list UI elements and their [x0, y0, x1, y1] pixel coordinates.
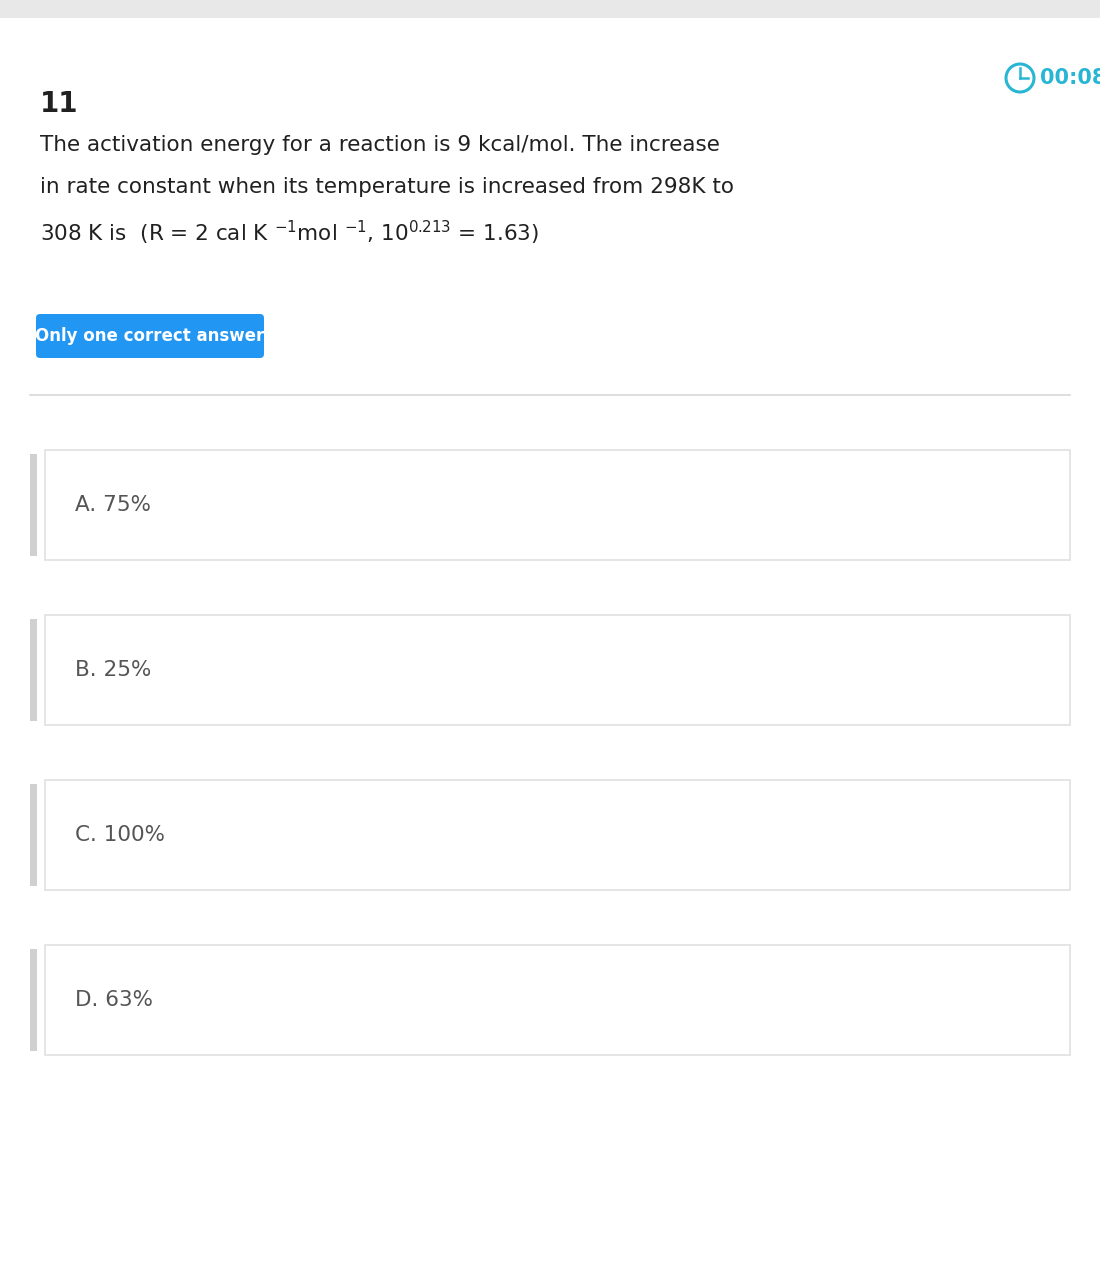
FancyBboxPatch shape: [45, 945, 1070, 1055]
FancyBboxPatch shape: [45, 451, 1070, 561]
Text: Only one correct answer: Only one correct answer: [35, 326, 265, 346]
FancyBboxPatch shape: [45, 614, 1070, 724]
FancyBboxPatch shape: [30, 454, 37, 556]
Text: 11: 11: [40, 90, 78, 118]
Text: C. 100%: C. 100%: [75, 826, 165, 845]
Text: B. 25%: B. 25%: [75, 660, 152, 680]
FancyBboxPatch shape: [45, 780, 1070, 890]
Text: D. 63%: D. 63%: [75, 989, 153, 1010]
FancyBboxPatch shape: [30, 783, 37, 886]
Text: 308 K is  (R = 2 cal K $^{-1}$mol $^{-1}$, 10$^{0.213}$ = 1.63): 308 K is (R = 2 cal K $^{-1}$mol $^{-1}$…: [40, 219, 539, 247]
Text: The activation energy for a reaction is 9 kcal/mol. The increase: The activation energy for a reaction is …: [40, 134, 719, 155]
FancyBboxPatch shape: [0, 18, 1100, 1280]
FancyBboxPatch shape: [36, 314, 264, 358]
Text: A. 75%: A. 75%: [75, 495, 151, 515]
Text: 00:08: 00:08: [1040, 68, 1100, 88]
FancyBboxPatch shape: [30, 948, 37, 1051]
FancyBboxPatch shape: [30, 620, 37, 721]
Text: in rate constant when its temperature is increased from 298K to: in rate constant when its temperature is…: [40, 177, 734, 197]
FancyBboxPatch shape: [0, 0, 1100, 18]
